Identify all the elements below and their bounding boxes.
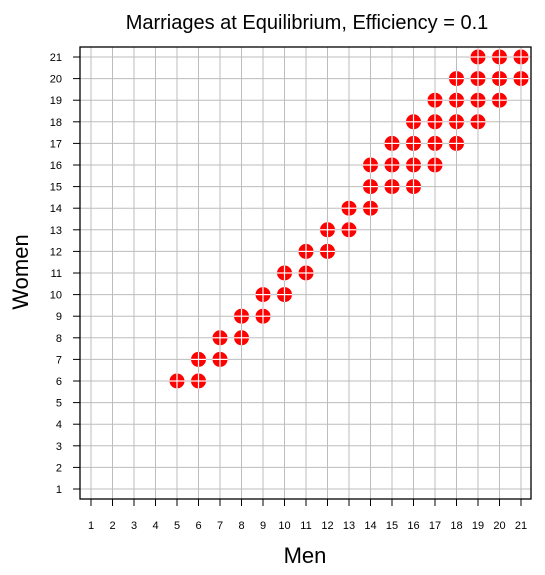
marriage-point [384,135,400,151]
marriage-point [363,179,378,195]
marriage-point [406,114,421,130]
y-tick-label: 15 [50,182,62,194]
y-tick-label: 4 [56,419,62,431]
marriage-point [513,49,529,65]
marriage-point [384,179,400,195]
y-tick-label: 17 [50,138,62,150]
y-tick-label: 10 [50,290,62,302]
marriage-point [470,92,486,108]
x-tick-label: 20 [493,520,505,532]
y-tick-label: 11 [51,268,62,280]
x-tick-label: 11 [300,520,311,532]
y-axis-label: Women [8,234,33,309]
marriage-point [341,222,357,238]
marriage-point [449,135,464,151]
marriage-point [427,114,443,130]
marriage-point [298,243,314,259]
y-tick-label: 3 [56,441,62,453]
marriage-point [212,351,228,367]
ticks-layer: 1 2 3 4 5 6 7 8 9 10 11 12 13 14 15 16 17 18 19 20 211234567… [50,52,527,532]
x-tick-label: 10 [278,520,290,532]
marriage-point [492,71,507,87]
marriage-point [449,71,464,87]
y-tick-label: 2 [56,462,62,474]
marriage-point [427,92,443,108]
y-tick-label: 8 [56,333,62,345]
y-tick-label: 14 [50,203,62,215]
marriage-point [427,135,443,151]
y-tick-label: 16 [50,160,62,172]
y-tick-label: 6 [56,376,62,388]
x-tick-label: 16 [407,520,419,532]
chart-title: Marriages at Equilibrium, Efficiency = 0… [126,12,489,34]
x-tick-label: 12 [321,520,333,532]
marriage-point [234,308,249,324]
marriage-point [255,308,271,324]
x-tick-label: 4 [152,520,158,532]
x-tick-label: 18 [450,520,462,532]
y-tick-label: 1 [56,484,62,496]
x-tick-label: 14 [364,520,376,532]
x-axis-label: Men [284,543,327,568]
marriage-point [406,179,421,195]
marriage-point [427,157,443,173]
marriage-point [363,157,378,173]
plot-frame [79,46,532,500]
marriage-point [320,243,335,259]
x-tick-label: 1 [88,520,94,532]
marriage-point [449,92,464,108]
marriage-point [212,330,228,346]
marriage-point [363,200,378,216]
x-tick-label: 8 [238,520,244,532]
marriage-point [406,157,421,173]
marriage-point [384,157,400,173]
marriage-point [513,71,529,87]
y-tick-label: 13 [50,225,62,237]
marriage-point [320,222,335,238]
x-tick-label: 7 [217,520,223,532]
marriage-point [234,330,249,346]
marriage-point [298,265,314,281]
marriage-point [277,265,292,281]
x-tick-label: 19 [472,520,484,532]
marriage-point [255,287,271,303]
x-tick-label: 9 [260,520,266,532]
marriage-point [449,114,464,130]
y-tick-label: 5 [56,398,62,410]
y-tick-label: 9 [56,311,62,323]
marriage-point [169,373,185,389]
x-tick-label: 13 [343,520,355,532]
x-tick-label: 17 [429,520,441,532]
marriage-point [191,373,206,389]
x-tick-label: 2 [109,520,115,532]
marriage-point [406,135,421,151]
marriage-point [492,92,507,108]
x-tick-label: 15 [386,520,398,532]
points-layer [169,49,529,389]
marriage-point [470,71,486,87]
x-tick-label: 21 [515,520,527,532]
marriage-point [470,49,486,65]
y-tick-label: 12 [50,246,62,258]
x-tick-label: 5 [174,520,180,532]
y-tick-label: 19 [50,95,62,107]
x-tick-label: 3 [131,520,137,532]
marriage-point [341,200,357,216]
y-tick-label: 20 [50,74,62,86]
marriage-point [492,49,507,65]
marriage-point [470,114,486,130]
marriage-point [191,351,206,367]
y-tick-label: 18 [50,117,62,129]
y-tick-label: 7 [56,354,62,366]
x-tick-label: 6 [195,520,201,532]
y-tick-label: 21 [50,52,62,64]
marriage-point [277,287,292,303]
